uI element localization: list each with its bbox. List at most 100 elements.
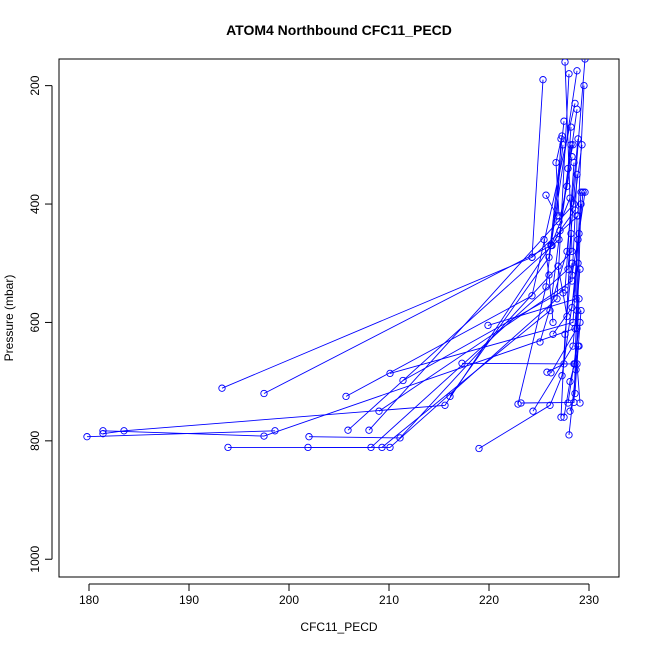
data-point <box>567 229 575 238</box>
series-2 <box>99 324 579 440</box>
data-point <box>579 188 587 196</box>
y-tick-label: 600 <box>28 312 42 332</box>
data-point <box>378 443 386 452</box>
data-point <box>574 235 582 244</box>
data-point <box>548 241 556 250</box>
data-point <box>578 141 586 149</box>
chart-title: ATOM4 Northbound CFC11_PECD <box>226 22 452 38</box>
series-6 <box>305 59 576 442</box>
data-point <box>555 212 563 220</box>
data-point <box>547 369 555 377</box>
series-line <box>102 70 578 435</box>
series-line <box>568 298 580 435</box>
data-point <box>553 295 561 303</box>
series-32 <box>573 306 585 407</box>
data-point <box>558 372 566 380</box>
data-point <box>568 247 576 256</box>
data-point <box>575 295 583 303</box>
data-point <box>83 433 91 441</box>
series-line <box>461 233 580 365</box>
data-point <box>365 426 373 434</box>
data-point <box>560 117 568 125</box>
x-axis-label: CFC11_PECD <box>300 620 377 634</box>
data-point <box>567 123 575 131</box>
data-point <box>559 289 567 297</box>
series-line <box>378 174 578 412</box>
series-37 <box>564 123 577 173</box>
data-point <box>542 283 550 291</box>
series-40 <box>540 235 557 327</box>
data-point <box>568 271 576 279</box>
x-axis: 180 190 200 210 220 230 <box>79 583 599 607</box>
y-axis-label: Pressure (mbar) <box>2 275 16 362</box>
data-point <box>573 170 581 179</box>
data-point <box>570 398 578 407</box>
data-point <box>446 392 454 401</box>
series-36 <box>568 188 589 279</box>
data-point <box>577 200 585 208</box>
data-point <box>561 330 569 338</box>
data-point <box>581 188 589 196</box>
data-point <box>458 359 466 367</box>
data-point <box>342 392 350 401</box>
data-point <box>304 443 312 452</box>
data-point <box>99 430 107 438</box>
series-line <box>478 263 579 449</box>
data-point <box>528 292 536 300</box>
series-line <box>557 266 568 317</box>
data-point <box>556 227 564 235</box>
series-line <box>517 144 564 405</box>
data-point <box>563 312 571 321</box>
data-point <box>566 407 574 415</box>
y-tick-label: 400 <box>28 194 42 214</box>
series-15 <box>378 141 575 452</box>
data-point <box>386 369 394 378</box>
x-tick-label: 190 <box>179 593 199 607</box>
data-point <box>573 360 581 368</box>
data-point <box>396 434 404 442</box>
series-line <box>381 144 572 448</box>
data-point <box>529 407 537 415</box>
data-point <box>569 141 577 149</box>
series-line <box>449 121 565 397</box>
series-24 <box>543 229 575 376</box>
x-tick-label: 200 <box>279 593 299 607</box>
data-point <box>218 384 226 392</box>
data-point <box>567 141 575 149</box>
data-point <box>399 376 407 385</box>
data-point <box>573 306 581 315</box>
data-point <box>375 407 383 415</box>
data-point <box>120 427 128 435</box>
data-point <box>577 188 585 196</box>
series-line <box>520 310 578 404</box>
data-point <box>536 338 544 346</box>
data-point <box>514 400 522 408</box>
series-39 <box>548 206 579 250</box>
series-4 <box>224 59 589 452</box>
data-point <box>543 368 551 376</box>
series-line <box>567 127 574 169</box>
series-10 <box>344 105 581 434</box>
data-point <box>549 330 557 338</box>
data-point <box>560 413 568 421</box>
series-38 <box>552 132 566 220</box>
x-tick-label: 220 <box>479 593 499 607</box>
data-point <box>581 59 589 63</box>
data-point <box>475 444 483 453</box>
data-point <box>540 235 548 244</box>
data-point <box>539 76 547 84</box>
data-point <box>574 135 582 143</box>
series-line <box>308 73 570 448</box>
data-layer <box>83 59 589 453</box>
series-33 <box>517 306 581 407</box>
series-14 <box>399 158 578 385</box>
data-point <box>260 432 268 440</box>
series-line <box>571 192 586 276</box>
y-axis: 200 400 600 800 1000 <box>28 75 53 573</box>
data-point <box>561 59 569 66</box>
data-point <box>573 67 581 75</box>
x-tick-label: 180 <box>79 593 99 607</box>
data-point <box>549 318 557 327</box>
data-point <box>386 443 394 452</box>
